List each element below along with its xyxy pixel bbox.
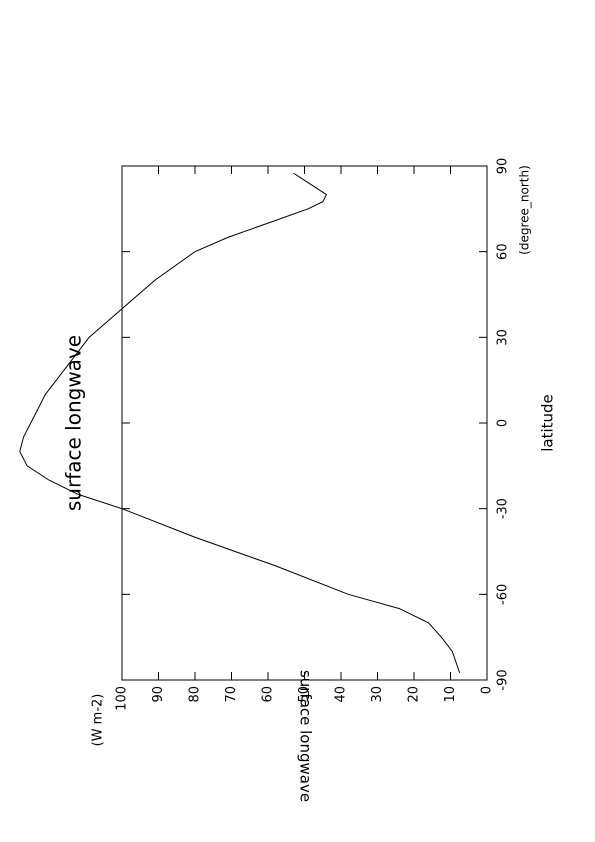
x-tick-label: -30	[496, 498, 511, 519]
y-tick-label: 40	[334, 686, 349, 703]
data-line	[19, 172, 461, 674]
y-tick-label: 10	[443, 686, 458, 703]
x-tick-label: -90	[496, 669, 511, 690]
y-tick-label: 30	[370, 686, 385, 703]
y-axis-label: surface longwave	[297, 670, 315, 802]
x-tick-label: 0	[496, 419, 511, 427]
y-tick-label: 20	[407, 686, 422, 703]
y-tick-label: 50	[297, 686, 312, 703]
rotated-chart: surface longwave (W m-2) surface longwav…	[19, 158, 557, 802]
y-tick-label: 90	[151, 686, 166, 703]
chart-title: surface longwave	[62, 335, 86, 511]
x-tick-label: -60	[496, 584, 511, 605]
x-tick-label: 90	[496, 158, 511, 175]
plot-frame	[121, 165, 488, 681]
y-tick-label: 80	[188, 686, 203, 703]
y-units: (W m-2)	[91, 694, 106, 747]
y-tick-label: 60	[261, 686, 276, 703]
x-units: (degree_north)	[518, 165, 532, 255]
y-tick-label: 100	[115, 686, 130, 711]
x-axis-label: latitude	[539, 394, 557, 452]
x-tick-label: 30	[496, 329, 511, 346]
y-tick-label: 0	[480, 686, 495, 694]
x-tick-label: 60	[496, 243, 511, 260]
y-tick-label: 70	[224, 686, 239, 703]
